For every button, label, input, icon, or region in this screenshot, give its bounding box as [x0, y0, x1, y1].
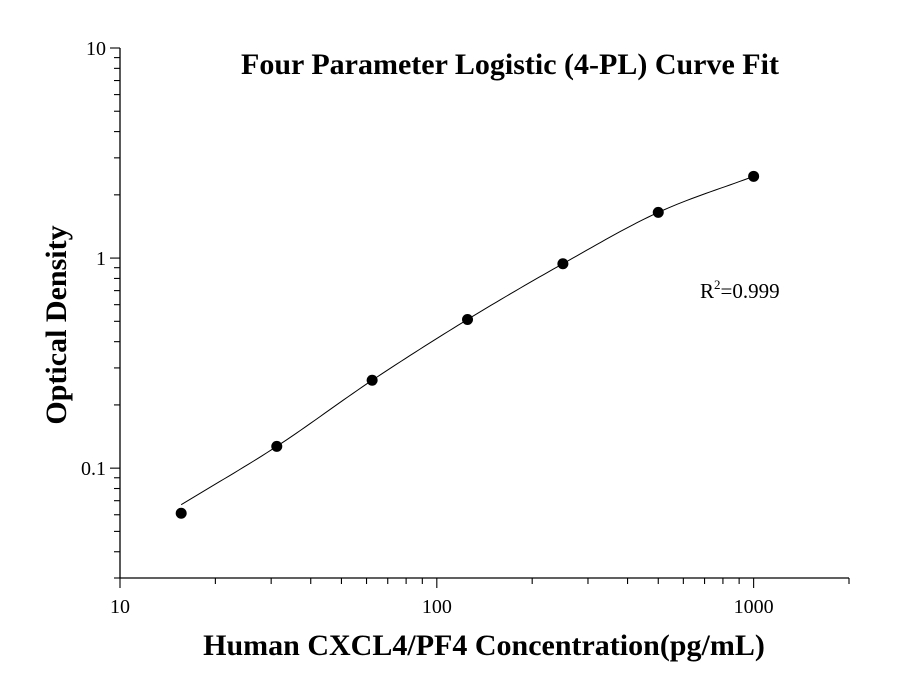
x-axis-label: Human CXCL4/PF4 Concentration(pg/mL) [203, 629, 765, 662]
x-ticks: 10 100 1000 [110, 578, 850, 618]
data-point [557, 258, 569, 270]
fit-curve [180, 175, 754, 506]
data-point [652, 206, 664, 218]
y-tick-label: 1 [96, 248, 106, 270]
data-point [366, 374, 378, 386]
x-tick-label: 100 [422, 596, 452, 618]
data-point [462, 314, 474, 326]
data-point [175, 507, 187, 519]
axes [119, 48, 849, 579]
y-tick-label: 0.1 [81, 458, 106, 480]
data-point [748, 170, 760, 182]
r-squared-annotation: R2=0.999 [700, 277, 780, 303]
x-tick-label: 1000 [734, 596, 774, 618]
data-point [271, 440, 283, 452]
chart-title: Four Parameter Logistic (4-PL) Curve Fit [241, 48, 779, 81]
r-squared-base: R [700, 279, 714, 303]
r-squared-superscript: 2 [714, 277, 721, 292]
y-ticks: 0.1 1 10 [81, 38, 120, 579]
data-points [175, 170, 760, 519]
y-tick-label: 10 [86, 38, 106, 60]
r-squared-value: =0.999 [721, 279, 780, 303]
y-axis-label: Optical Density [40, 225, 73, 424]
x-tick-label: 10 [110, 596, 130, 618]
